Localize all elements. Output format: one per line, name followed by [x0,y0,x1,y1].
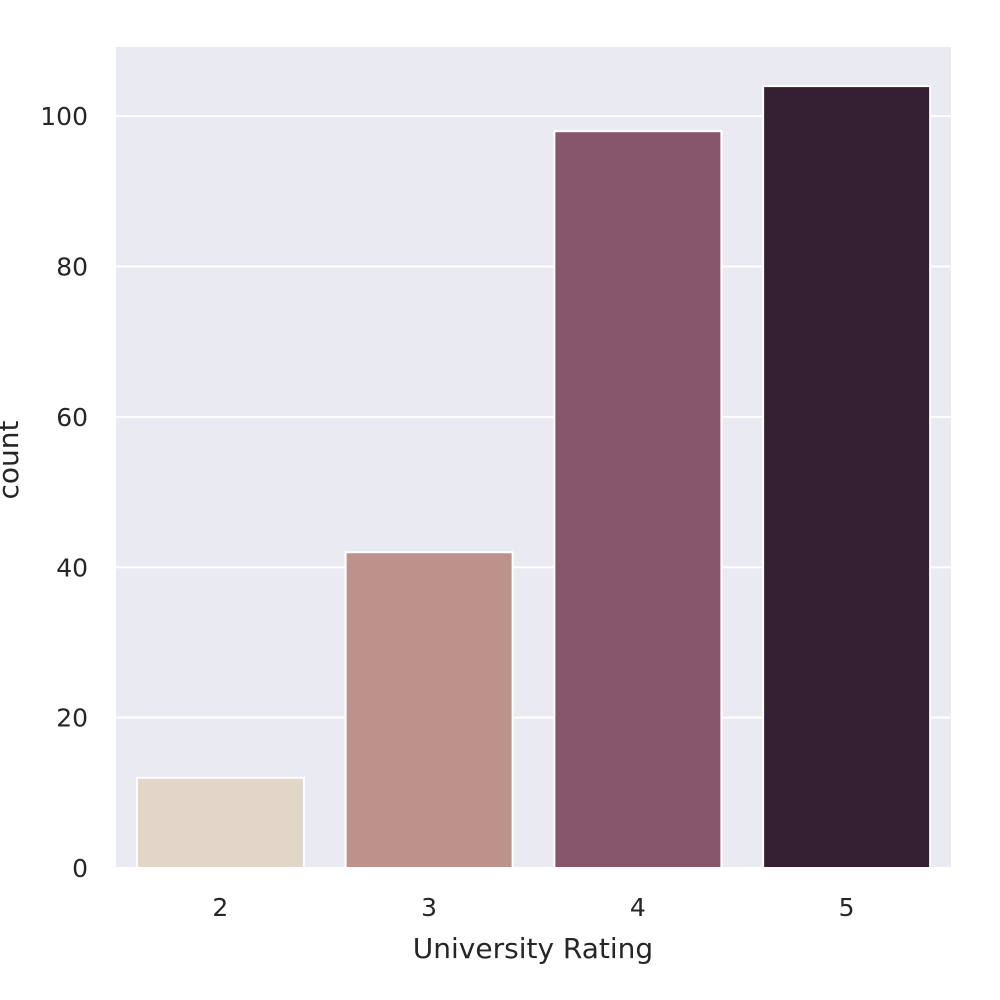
bar-3 [344,551,514,869]
x-tick-label: 2 [212,893,228,922]
x-tick-label: 4 [630,893,646,922]
y-tick-label: 40 [56,553,88,582]
y-tick-label: 0 [72,854,88,883]
bar-5 [762,85,932,870]
x-tick-label: 3 [421,893,437,922]
bars [135,85,932,870]
y-tick-label: 20 [56,704,88,733]
y-tick-label: 60 [56,403,88,432]
bar-4 [553,130,723,869]
x-tick-labels: 2 3 4 5 [212,893,854,922]
y-tick-label: 100 [40,102,88,131]
y-tick-label: 80 [56,253,88,282]
x-axis-label: University Rating [413,932,653,965]
x-tick-label: 5 [839,893,855,922]
y-tick-labels: 0 20 40 60 80 100 [40,102,88,883]
y-axis-label: count [0,420,25,499]
bar-2 [135,776,305,869]
